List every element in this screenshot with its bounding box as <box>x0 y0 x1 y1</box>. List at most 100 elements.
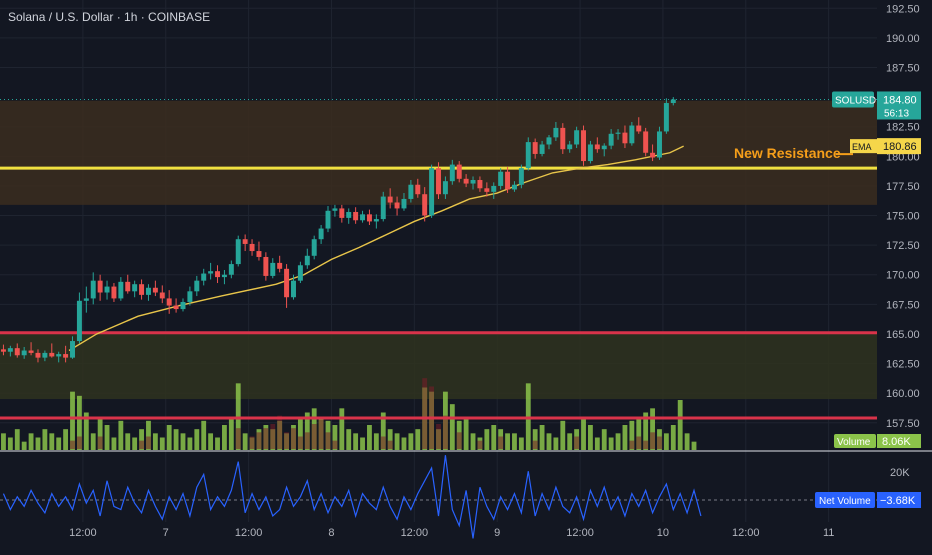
candle-body <box>484 188 490 192</box>
volume-bar <box>380 412 386 450</box>
candle <box>35 349 41 363</box>
volume-bar <box>463 416 469 450</box>
candle <box>518 164 524 189</box>
volume-bar-down <box>422 378 428 449</box>
candle <box>339 204 345 223</box>
candle-body <box>49 352 55 357</box>
net-volume-label-box <box>815 492 875 508</box>
candle <box>97 274 103 301</box>
candle-body <box>83 298 89 301</box>
candle <box>505 166 511 194</box>
volume-bar <box>650 408 655 450</box>
volume-bar <box>152 433 158 450</box>
volume-bar <box>111 437 117 450</box>
volume-bar <box>70 391 75 450</box>
candle <box>415 178 421 198</box>
candle <box>0 344 6 356</box>
volume-bar <box>7 437 13 450</box>
volume-bar <box>505 433 510 450</box>
candle-body <box>525 142 531 169</box>
candle <box>539 140 545 157</box>
candle-body <box>290 280 296 298</box>
volume-bar <box>629 420 635 450</box>
volume-bar <box>1 433 6 450</box>
candle <box>353 207 359 224</box>
net-volume-value: −3.68K <box>880 495 916 507</box>
volume-bar-down <box>249 436 255 449</box>
volume-bar-down <box>456 432 462 449</box>
volume-bar <box>56 437 62 450</box>
candle <box>360 210 366 223</box>
volume-bar <box>470 433 476 450</box>
candle-body <box>429 168 435 216</box>
volume-bar <box>684 433 690 450</box>
time-tick-label: 11 <box>823 527 834 539</box>
volume-bar <box>518 437 524 450</box>
candle-body <box>221 274 227 278</box>
candle-body <box>442 181 448 195</box>
annotation-new-resistance: New Resistance <box>734 145 841 161</box>
candle <box>187 286 193 306</box>
candle-body <box>463 178 469 184</box>
candle <box>663 98 669 134</box>
candle-body <box>505 171 511 190</box>
volume-bar-down <box>304 432 310 449</box>
candle-body <box>304 255 310 266</box>
time-tick-label: 12:00 <box>69 527 97 539</box>
net-volume-label: Net Volume <box>819 496 871 507</box>
candle <box>14 343 20 358</box>
candle <box>76 292 82 344</box>
candle <box>332 204 338 217</box>
candle <box>242 234 248 252</box>
volume-bar-down <box>657 436 662 449</box>
volume-bar-down <box>76 436 82 449</box>
candle-body <box>249 243 255 252</box>
volume-bar <box>104 425 110 450</box>
candle <box>49 343 55 358</box>
volume-bar <box>484 429 490 450</box>
candle <box>284 264 290 308</box>
price-tick-label: 180.00 <box>886 151 920 163</box>
candle <box>470 176 476 190</box>
candle <box>581 125 587 166</box>
time-tick-label: 7 <box>163 527 169 539</box>
candle <box>311 235 317 260</box>
volume-bar-down <box>650 432 655 449</box>
candle-body <box>332 208 338 211</box>
volume-bar <box>588 425 593 450</box>
candle-body <box>380 196 386 220</box>
volume-bar <box>449 404 455 450</box>
ema-label: EMA <box>852 142 872 152</box>
candle <box>643 127 649 157</box>
volume-bar <box>304 412 310 450</box>
candle <box>408 180 414 203</box>
volume-bar <box>567 433 573 450</box>
volume-bar-down <box>139 440 144 449</box>
volume-bar <box>367 425 372 450</box>
candle <box>166 290 172 314</box>
candle-body <box>636 125 642 132</box>
candle-body <box>560 127 566 150</box>
volume-bar <box>118 420 124 450</box>
candle <box>498 168 504 190</box>
candle-body <box>546 137 552 145</box>
candle <box>304 248 310 269</box>
price-tick-label: 167.50 <box>886 299 920 311</box>
candle <box>277 255 283 273</box>
volume-bar <box>222 425 227 450</box>
candle <box>656 126 662 160</box>
volume-bar <box>353 433 359 450</box>
candle <box>297 261 303 284</box>
candle <box>636 117 642 134</box>
candle-body <box>76 300 82 342</box>
candle <box>491 182 497 199</box>
candle-body <box>511 184 517 190</box>
candle <box>401 193 407 211</box>
candle <box>601 143 607 157</box>
candle-body <box>449 164 455 182</box>
volume-bar <box>146 420 151 450</box>
candle-body <box>608 133 614 146</box>
volume-bar-down <box>235 428 241 449</box>
